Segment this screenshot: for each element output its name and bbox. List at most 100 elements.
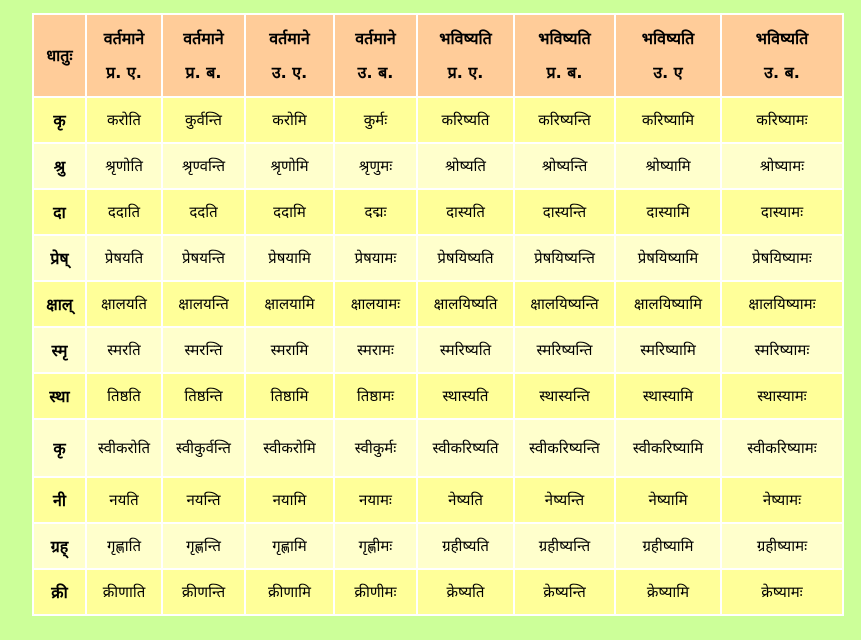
header-line1: भविष्यति bbox=[641, 28, 695, 48]
conjugation-table: धातुः वर्तमाने प्र. ए. वर्तमाने प्र. ब. वर्तम… bbox=[32, 13, 844, 616]
form-cell: तिष्ठन्ति bbox=[161, 372, 246, 420]
header-form: वर्तमाने उ. ब. bbox=[333, 13, 418, 98]
form-cell: नयति bbox=[85, 476, 163, 524]
table-row: दा ददाति ददति ददामि दद्मः दास्यति दास्यन्ति दास… bbox=[32, 188, 844, 236]
form-cell: स्वीकुर्वन्ति bbox=[161, 418, 246, 478]
form-cell: स्वीकरोति bbox=[85, 418, 163, 478]
form-cell: क्षालयिष्यामः bbox=[720, 280, 844, 328]
form-cell: प्रेषयन्ति bbox=[161, 234, 246, 282]
header-line2: उ. ब. bbox=[357, 62, 394, 82]
table-row: स्मृ स्मरति स्मरन्ति स्मरामि स्मरामः स्मरिष्य… bbox=[32, 326, 844, 374]
root-cell: क्री bbox=[32, 568, 87, 616]
form-cell: स्मरामः bbox=[333, 326, 418, 374]
form-cell: स्मरामि bbox=[244, 326, 335, 374]
form-cell: प्रेषयति bbox=[85, 234, 163, 282]
root-cell: कृ bbox=[32, 418, 87, 478]
form-cell: तिष्ठामि bbox=[244, 372, 335, 420]
form-cell: स्मरन्ति bbox=[161, 326, 246, 374]
form-cell: नयन्ति bbox=[161, 476, 246, 524]
form-cell: करिष्यामि bbox=[614, 96, 722, 144]
header-form: भविष्यति प्र. ब. bbox=[513, 13, 616, 98]
table-row: नी नयति नयन्ति नयामि नयामः नेष्यति नेष्यन्ति ने… bbox=[32, 476, 844, 524]
header-line1: भविष्यति bbox=[538, 28, 591, 48]
form-cell: गृह्णन्ति bbox=[161, 522, 246, 570]
form-cell: करोति bbox=[85, 96, 163, 144]
form-cell: कुर्मः bbox=[333, 96, 418, 144]
form-cell: श्रृणुमः bbox=[333, 142, 418, 190]
form-cell: स्थास्यति bbox=[416, 372, 515, 420]
header-line2: उ. ए. bbox=[271, 62, 308, 82]
form-cell: दास्यन्ति bbox=[513, 188, 616, 236]
form-cell: करिष्यति bbox=[416, 96, 515, 144]
root-cell: क्षाल् bbox=[32, 280, 87, 328]
form-cell: दास्यामि bbox=[614, 188, 722, 236]
header-line1: वर्तमाने bbox=[269, 28, 310, 48]
header-line1: वर्तमाने bbox=[355, 28, 396, 48]
table-row: कृ करोति कुर्वन्ति करोमि कुर्मः करिष्यति करिष्… bbox=[32, 96, 844, 144]
form-cell: क्रीणन्ति bbox=[161, 568, 246, 616]
header-line1: धातुः bbox=[46, 45, 73, 65]
header-line1: भविष्यति bbox=[439, 28, 492, 48]
form-cell: ददाति bbox=[85, 188, 163, 236]
form-cell: श्रोष्यामि bbox=[614, 142, 722, 190]
header-line2: प्र. ए. bbox=[106, 62, 142, 82]
form-cell: स्वीकरोमि bbox=[244, 418, 335, 478]
form-cell: क्रेष्यामि bbox=[614, 568, 722, 616]
header-form: वर्तमाने उ. ए. bbox=[244, 13, 335, 98]
header-form: वर्तमाने प्र. ए. bbox=[85, 13, 163, 98]
form-cell: क्षालयति bbox=[85, 280, 163, 328]
table-row: श्रु श्रृणोति श्रृण्वन्ति श्रृणोमि श्रृणुमः श… bbox=[32, 142, 844, 190]
form-cell: तिष्ठति bbox=[85, 372, 163, 420]
form-cell: क्रेष्यन्ति bbox=[513, 568, 616, 616]
form-cell: नयामि bbox=[244, 476, 335, 524]
form-cell: स्मरिष्यामि bbox=[614, 326, 722, 374]
form-cell: श्रोष्यति bbox=[416, 142, 515, 190]
form-cell: स्वीकरिष्यति bbox=[416, 418, 515, 478]
root-cell: दा bbox=[32, 188, 87, 236]
form-cell: क्रीणीमः bbox=[333, 568, 418, 616]
form-cell: स्मरिष्यति bbox=[416, 326, 515, 374]
form-cell: स्मरिष्यामः bbox=[720, 326, 844, 374]
table-row: प्रेष् प्रेषयति प्रेषयन्ति प्रेषयामि प्रेषया… bbox=[32, 234, 844, 282]
header-line2: प्र. ए. bbox=[447, 62, 484, 82]
root-cell: ग्रह् bbox=[32, 522, 87, 570]
table-row: क्षाल् क्षालयति क्षालयन्ति क्षालयामि क्षालया… bbox=[32, 280, 844, 328]
form-cell: श्रृणोमि bbox=[244, 142, 335, 190]
header-form: भविष्यति प्र. ए. bbox=[416, 13, 515, 98]
root-cell: कृ bbox=[32, 96, 87, 144]
form-cell: नेष्यामि bbox=[614, 476, 722, 524]
form-cell: स्वीकुर्मः bbox=[333, 418, 418, 478]
form-cell: गृह्णामि bbox=[244, 522, 335, 570]
root-cell: नी bbox=[32, 476, 87, 524]
form-cell: स्वीकरिष्यामि bbox=[614, 418, 722, 478]
form-cell: प्रेषयिष्यामि bbox=[614, 234, 722, 282]
form-cell: प्रेषयामि bbox=[244, 234, 335, 282]
form-cell: प्रेषयिष्यन्ति bbox=[513, 234, 616, 282]
form-cell: क्रेष्यामः bbox=[720, 568, 844, 616]
header-root: धातुः bbox=[32, 13, 87, 98]
form-cell: प्रेषयामः bbox=[333, 234, 418, 282]
table-row: स्था तिष्ठति तिष्ठन्ति तिष्ठामि तिष्ठामः स्था… bbox=[32, 372, 844, 420]
form-cell: स्थास्यामः bbox=[720, 372, 844, 420]
form-cell: क्षालयिष्यति bbox=[416, 280, 515, 328]
form-cell: दद्मः bbox=[333, 188, 418, 236]
header-form: वर्तमाने प्र. ब. bbox=[161, 13, 246, 98]
form-cell: क्रेष्यति bbox=[416, 568, 515, 616]
form-cell: ददामि bbox=[244, 188, 335, 236]
form-cell: क्षालयन्ति bbox=[161, 280, 246, 328]
form-cell: क्षालयिष्यामि bbox=[614, 280, 722, 328]
form-cell: प्रेषयिष्यति bbox=[416, 234, 515, 282]
form-cell: स्मरति bbox=[85, 326, 163, 374]
form-cell: नयामः bbox=[333, 476, 418, 524]
form-cell: क्रीणाति bbox=[85, 568, 163, 616]
form-cell: ग्रहीष्यति bbox=[416, 522, 515, 570]
header-line1: वर्तमाने bbox=[183, 28, 224, 48]
header-line2: प्र. ब. bbox=[546, 62, 583, 82]
header-line1: भविष्यति bbox=[755, 28, 809, 48]
form-cell: कुर्वन्ति bbox=[161, 96, 246, 144]
table-row: कृ स्वीकरोति स्वीकुर्वन्ति स्वीकरोमि स्वीकुर… bbox=[32, 418, 844, 478]
form-cell: करोमि bbox=[244, 96, 335, 144]
table-row: क्री क्रीणाति क्रीणन्ति क्रीणामि क्रीणीमः क्र… bbox=[32, 568, 844, 616]
form-cell: स्मरिष्यन्ति bbox=[513, 326, 616, 374]
form-cell: दास्यामः bbox=[720, 188, 844, 236]
